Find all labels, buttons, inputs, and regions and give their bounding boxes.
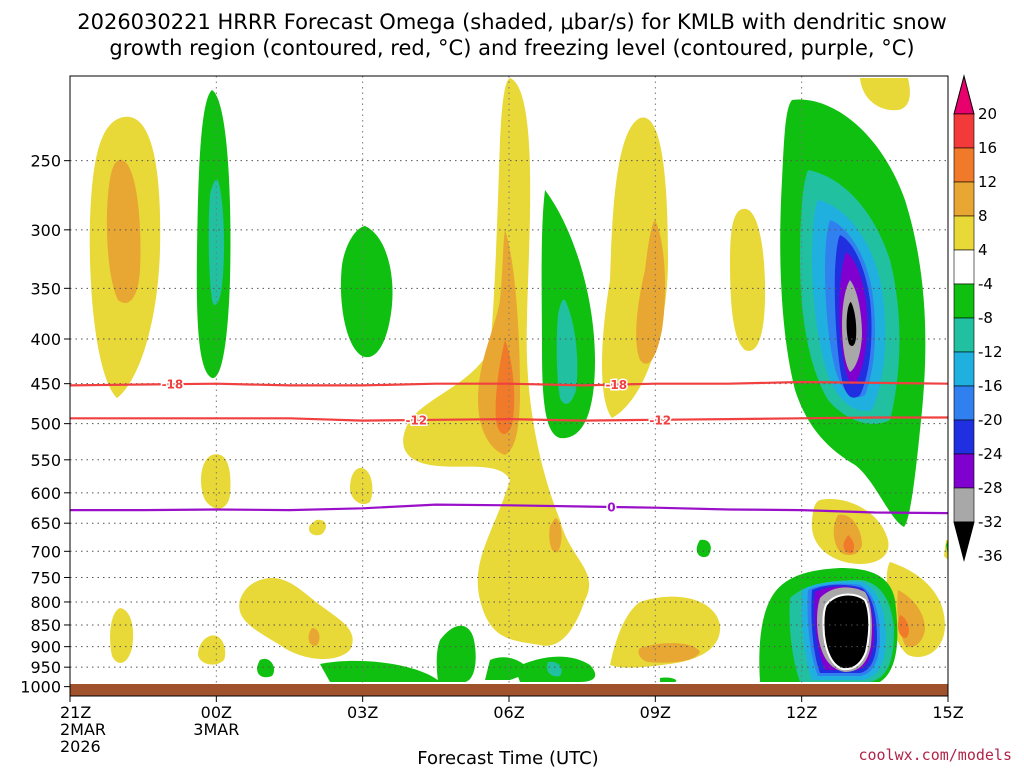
y-tick-label: 400	[30, 330, 61, 349]
colorbar-label: 8	[978, 207, 988, 225]
freezing-level-0C-line	[70, 503, 948, 515]
y-tick-label: 750	[30, 568, 61, 587]
freezing-level-0C-label: 0	[607, 500, 615, 514]
y-tick-label: 650	[30, 514, 61, 533]
y-tick-label: 450	[30, 375, 61, 394]
colorbar-swatch	[953, 181, 975, 217]
y-tick-label: 850	[30, 616, 61, 635]
colorbar-swatch	[953, 147, 975, 183]
colorbar-swatch	[953, 113, 975, 149]
x-axis-title: Forecast Time (UTC)	[417, 748, 598, 768]
dendritic-minus12-label: -12	[405, 414, 427, 428]
colorbar-swatch	[953, 487, 975, 523]
colorbar-swatch	[953, 453, 975, 489]
y-tick-label: 950	[30, 658, 61, 677]
colorbar-swatch	[953, 385, 975, 421]
omega-negative-36	[823, 302, 870, 670]
colorbar-label: -24	[978, 445, 1003, 463]
y-tick-label: 550	[30, 451, 61, 470]
colorbar-label: 12	[978, 173, 997, 191]
y-tick-label: 350	[30, 279, 61, 298]
x-tick-label: 2MAR	[60, 720, 106, 739]
x-tick-label: 00Z	[201, 703, 232, 722]
x-tick-label: 09Z	[640, 703, 671, 722]
colorbar-swatch	[953, 215, 975, 251]
colorbar-label: -28	[978, 479, 1003, 497]
x-tick-label: 03Z	[347, 703, 378, 722]
x-tick-label: 3MAR	[193, 720, 239, 739]
y-tick-label: 700	[30, 542, 61, 561]
y-tick-label: 800	[30, 593, 61, 612]
dendritic-minus18-label: -18	[162, 378, 184, 392]
colorbar-top-arrow	[953, 74, 975, 115]
omega-shading	[89, 78, 948, 682]
x-tick-label: 21Z	[60, 703, 91, 722]
y-axis-ticks: 250 300 350 400 450 500 550 600 650 700 750 800 850 9…	[20, 152, 70, 697]
colorbar-label: -8	[978, 309, 993, 327]
colorbar-swatch	[953, 249, 975, 285]
colorbar-label: -32	[978, 513, 1003, 531]
y-tick-label: 600	[30, 484, 61, 503]
colorbar-label: -20	[978, 411, 1003, 429]
colorbar-swatch	[953, 351, 975, 387]
y-tick-label: 500	[30, 415, 61, 434]
x-tick-label: 06Z	[493, 703, 524, 722]
ground-surface	[70, 684, 948, 696]
colorbar-swatch	[953, 317, 975, 353]
colorbar-label: 20	[978, 105, 997, 123]
x-tick-label: 12Z	[786, 703, 817, 722]
colorbar-label: -12	[978, 343, 1003, 361]
y-tick-label: 300	[30, 221, 61, 240]
x-tick-label: 15Z	[932, 703, 963, 722]
colorbar-label: 16	[978, 139, 997, 157]
omega-colorbar: 20 16 12 8 4 -4 -8 -12 -16 -20 -24 -28 -32 -36	[953, 74, 1003, 565]
colorbar-label: -36	[978, 547, 1003, 565]
site-credit: coolwx.com/models	[858, 746, 1012, 764]
colorbar-label: -16	[978, 377, 1003, 395]
omega-positive-12	[495, 340, 909, 638]
y-tick-label: 250	[30, 152, 61, 171]
temperature-contours: -18 -18 -12 -12 0	[70, 376, 948, 516]
colorbar-label: -4	[978, 275, 993, 293]
dendritic-minus12-label: -12	[649, 413, 671, 427]
colorbar-swatch	[953, 419, 975, 455]
x-tick-label: 2026	[60, 737, 101, 756]
chart-title-line2: growth region (contoured, red, °C) and f…	[109, 36, 914, 60]
colorbar-label: 4	[978, 241, 988, 259]
y-tick-label: 1000	[20, 678, 61, 697]
dendritic-minus18-label: -18	[605, 378, 627, 392]
omega-blob-outline	[822, 593, 871, 671]
colorbar-bottom-arrow	[953, 521, 975, 562]
y-tick-label: 900	[30, 638, 61, 657]
chart-title-line1: 2026030221 HRRR Forecast Omega (shaded, …	[77, 10, 947, 34]
colorbar-swatch	[953, 283, 975, 319]
dendritic-minus12-line	[70, 416, 948, 422]
dendritic-minus18-line	[70, 380, 948, 387]
